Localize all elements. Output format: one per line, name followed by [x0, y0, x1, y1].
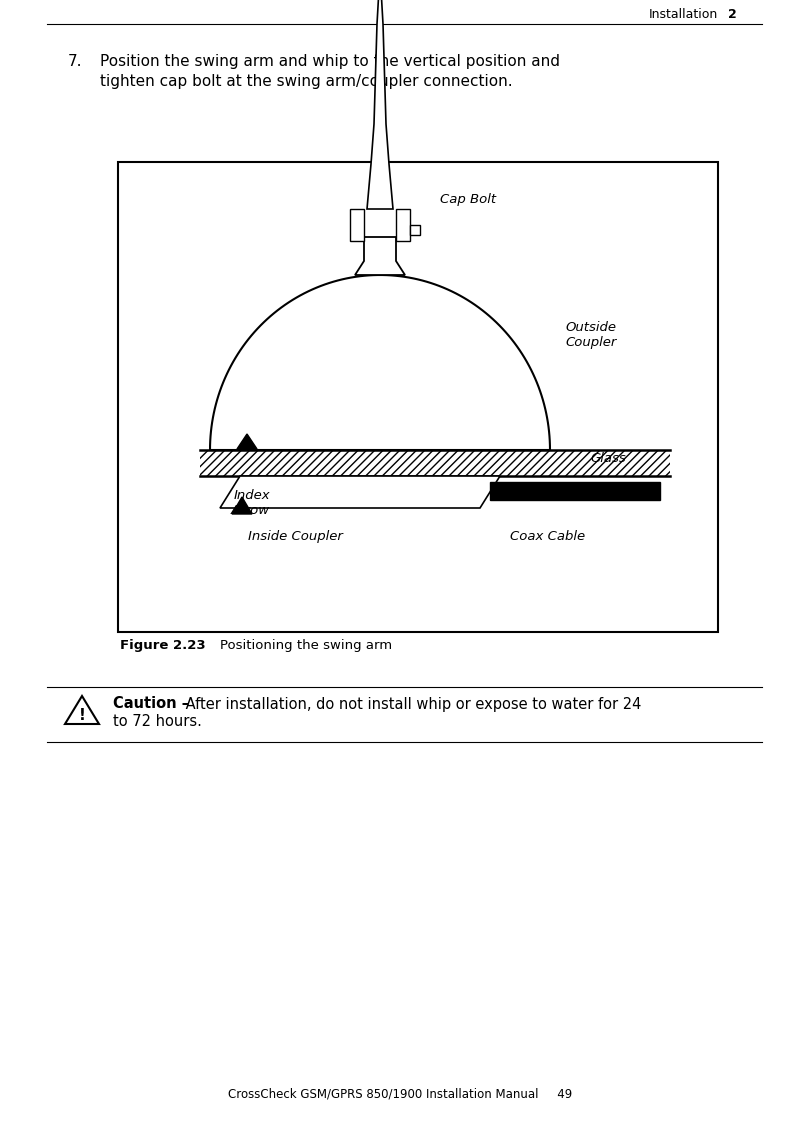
Text: Figure 2.23: Figure 2.23	[120, 638, 206, 652]
Polygon shape	[65, 696, 99, 724]
Text: 2: 2	[728, 8, 737, 20]
Text: Coax Cable: Coax Cable	[510, 530, 585, 543]
Text: tighten cap bolt at the swing arm/coupler connection.: tighten cap bolt at the swing arm/couple…	[100, 74, 512, 89]
Text: Index
Arrow: Index Arrow	[231, 489, 270, 517]
Bar	[118, 162, 718, 632]
Polygon shape	[355, 237, 405, 275]
Text: Caution –: Caution –	[113, 697, 189, 711]
Polygon shape	[232, 497, 252, 514]
Text: !: !	[78, 708, 86, 723]
Text: Inside Coupler: Inside Coupler	[248, 530, 343, 543]
Bar	[410, 226, 420, 234]
Text: Positioning the swing arm: Positioning the swing arm	[220, 638, 392, 652]
Bar	[490, 482, 660, 500]
Text: Cap Bolt: Cap Bolt	[440, 193, 496, 205]
Text: After installation, do not install whip or expose to water for 24: After installation, do not install whip …	[181, 697, 642, 711]
Text: 7.: 7.	[68, 54, 82, 68]
Bar	[396, 209, 410, 241]
Polygon shape	[210, 275, 550, 450]
Text: to 72 hours.: to 72 hours.	[113, 715, 202, 729]
Polygon shape	[237, 434, 257, 449]
Text: Position the swing arm and whip to the vertical position and: Position the swing arm and whip to the v…	[100, 54, 560, 68]
Text: Glass: Glass	[590, 451, 626, 465]
Bar	[200, 450, 670, 476]
Text: Outside
Coupler: Outside Coupler	[565, 321, 616, 349]
Text: Installation: Installation	[649, 8, 718, 20]
Text: CrossCheck GSM/GPRS 850/1900 Installation Manual     49: CrossCheck GSM/GPRS 850/1900 Installatio…	[228, 1087, 572, 1101]
Polygon shape	[220, 476, 500, 508]
Bar	[350, 209, 364, 241]
Polygon shape	[367, 0, 393, 209]
